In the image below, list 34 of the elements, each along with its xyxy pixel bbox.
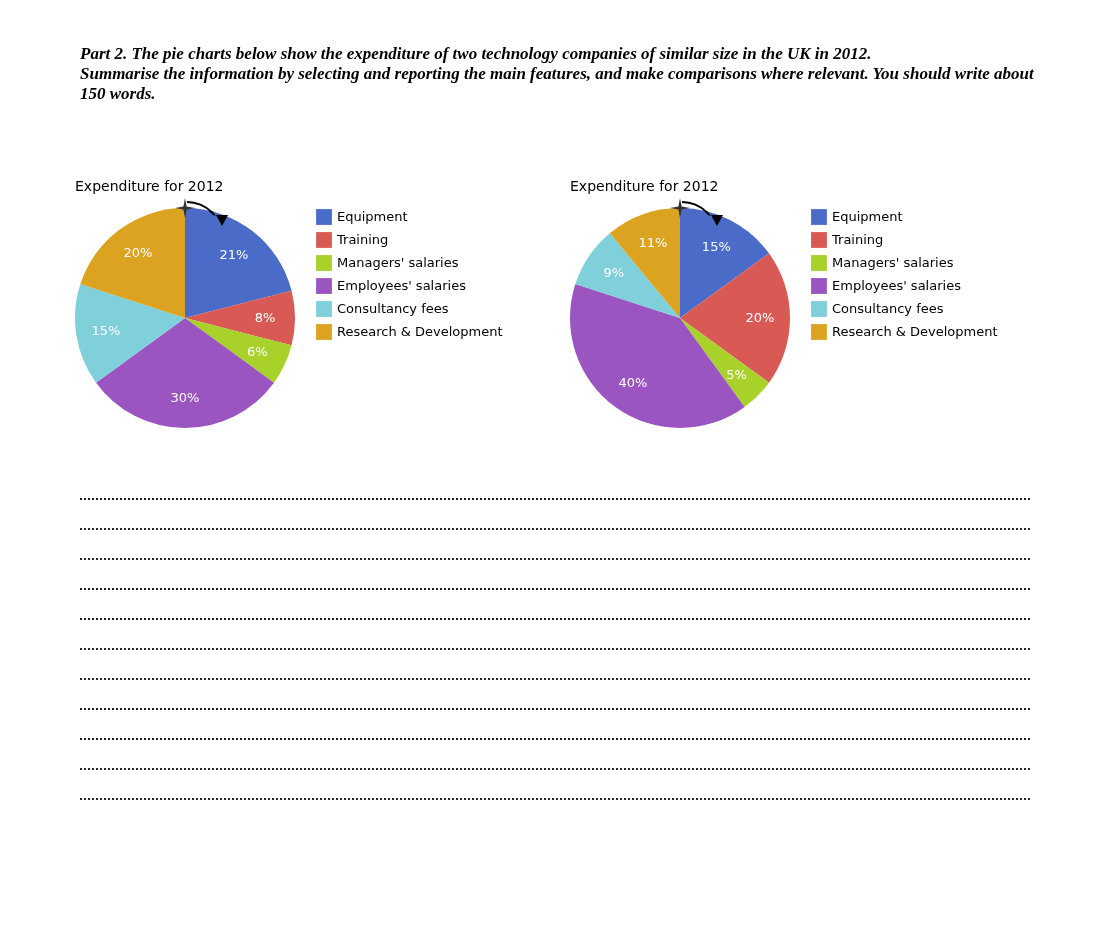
pie-slice <box>185 290 295 346</box>
legend-label: Managers' salaries <box>337 255 459 270</box>
legend-label: Training <box>831 232 884 247</box>
legend-label: Employees' salaries <box>337 278 467 293</box>
text: Part 2. The pie charts below show the expenditure of two technology companies of similar size in the UK in 2012. <box>80 44 873 64</box>
data-label: 21% <box>219 246 249 262</box>
pie-slice <box>680 253 790 383</box>
legend-label: Employees' salaries <box>832 278 962 293</box>
pie-slice <box>80 208 185 318</box>
data-label: 15% <box>91 322 121 338</box>
legend-label: Research & Development <box>337 324 503 339</box>
data-label: 11% <box>638 234 668 250</box>
data-label: 6% <box>247 344 268 360</box>
pie-slice <box>575 233 680 318</box>
data-label: 5% <box>726 366 747 382</box>
data-label: 15% <box>701 238 731 254</box>
data-label: 20% <box>745 310 775 325</box>
legend-label: Consultancy fees <box>337 301 449 316</box>
data-label: 40% <box>618 374 648 390</box>
legend-label: Consultancy fees <box>832 301 944 316</box>
text: Summarise the information by selecting and reporting the main features, and make comparisons where relevant. You should write about 150 words. <box>80 64 1035 104</box>
chart-title: Expenditure for 2012 <box>570 178 719 194</box>
legend-label: Equipment <box>337 209 408 224</box>
legend-label: Equipment <box>832 209 903 224</box>
legend-label: Research & Development <box>832 324 998 339</box>
pie-slice <box>570 284 745 428</box>
chart-title: Expenditure for 2012 <box>75 178 224 194</box>
legend-label: Managers' salaries <box>832 255 954 270</box>
data-label: 30% <box>170 390 200 405</box>
legend-label: Training <box>336 232 389 247</box>
data-label: 20% <box>123 245 153 261</box>
data-label: 9% <box>603 265 625 281</box>
data-label: 8% <box>254 310 276 325</box>
pie-slice <box>75 284 185 383</box>
